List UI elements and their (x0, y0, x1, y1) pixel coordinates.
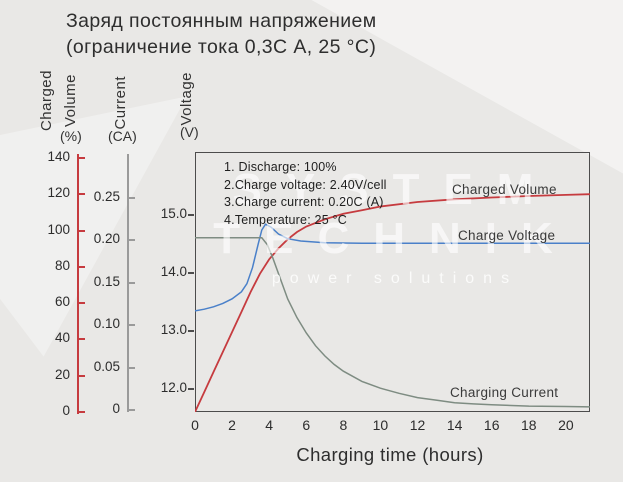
current-axis-tick-label: 0.15 (93, 273, 120, 289)
charged-volume-axis-tick-mark (79, 229, 85, 232)
x-axis-tick-label: 8 (339, 417, 348, 433)
x-axis-tick-label: 14 (446, 417, 463, 433)
charged-volume-axis-tick-label: 40 (54, 330, 70, 346)
chart-title: Заряд постоянным напряжением (ограничени… (66, 8, 377, 60)
charged-volume-axis-tick-label: 0 (62, 403, 70, 418)
x-axis-tick-label: 6 (302, 417, 311, 433)
curve-charged-volume (195, 193, 590, 412)
charged-volume-axis-tick-mark (79, 265, 85, 268)
curve-label-charged-volume: Charged Volume (452, 182, 557, 197)
charged-volume-axis-tick-label: 120 (47, 185, 70, 201)
curve-charging-current (195, 237, 590, 408)
x-axis-tick-label: 12 (409, 417, 426, 433)
voltage-axis-tick-mark (188, 330, 194, 332)
current-axis-tick-mark (129, 197, 135, 199)
x-axis-tick-label: 16 (483, 417, 500, 433)
current-axis-tick-mark (129, 409, 135, 411)
voltage-axis-tick-mark (188, 214, 194, 216)
chart-title-line1: Заряд постоянным напряжением (66, 10, 377, 32)
annotation-line-1: 1. Discharge: 100% (224, 160, 337, 174)
charged-volume-axis-tick-mark (79, 157, 85, 159)
annotation-line-2: 2.Charge voltage: 2.40V/cell (224, 177, 387, 192)
y-axis-title-volume: Volume (62, 74, 79, 128)
charged-volume-axis-tick-mark (79, 374, 85, 377)
x-axis-tick-label: 0 (191, 417, 199, 433)
charged-volume-axis-tick-mark (79, 193, 85, 196)
charged-volume-axis-tick-mark (79, 338, 85, 341)
y-axis-title-charged: Charged (38, 70, 55, 132)
y-axis-unit-v: (V) (180, 124, 199, 140)
current-axis-tick-mark (129, 281, 135, 284)
voltage-axis-tick-label: 15.0 (160, 206, 187, 221)
voltage-axis-tick-label: 13.0 (160, 322, 187, 337)
chart-annotation: 1. Discharge: 100% 2.Charge voltage: 2.4… (224, 159, 387, 229)
voltage-axis-tick-mark (188, 272, 194, 274)
charged-volume-axis-tick-mark (79, 411, 85, 413)
voltage-axis-tick-label: 12.0 (160, 380, 187, 395)
y-axis-title-current: Current (112, 76, 129, 130)
charged-volume-axis-tick-label: 80 (54, 257, 70, 273)
curve-label-charging-current: Charging Current (450, 385, 559, 400)
y-axis-unit-percent: (%) (60, 128, 82, 144)
current-axis-tick-label: 0 (112, 401, 120, 416)
curves-canvas (195, 193, 590, 412)
plot-area (195, 152, 590, 412)
current-axis-tick-label: 0.25 (93, 189, 120, 204)
current-axis-tick-label: 0.20 (93, 231, 120, 247)
annotation-line-3: 3.Charge current: 0.20C (A) (224, 195, 384, 209)
charged-volume-axis-tick-label: 140 (47, 149, 70, 164)
current-axis-tick-label: 0.10 (93, 316, 120, 332)
charged-volume-axis-tick-label: 20 (54, 366, 70, 382)
y-axis-unit-ca: (CA) (108, 128, 137, 144)
current-axis-tick-mark (129, 366, 135, 369)
curve-label-charge-voltage: Charge Voltage (458, 228, 556, 243)
current-axis-tick-mark (129, 324, 135, 327)
charged-volume-axis-tick-label: 100 (47, 221, 70, 237)
current-axis-tick-label: 0.05 (93, 358, 120, 374)
current-axis-tick-mark (129, 239, 135, 242)
x-axis-tick-label: 20 (558, 417, 574, 433)
x-axis-tick-label: 18 (521, 417, 537, 433)
annotation-line-4: 4.Temperature: 25 °C (224, 212, 347, 227)
current-axis-line (127, 154, 129, 412)
charged-volume-axis-tick-label: 60 (54, 294, 70, 310)
voltage-axis-tick-label: 14.0 (160, 264, 187, 279)
x-axis-tick-label: 2 (228, 417, 236, 433)
x-axis-tick-label: 10 (372, 417, 389, 433)
y-axis-title-voltage: Voltage (178, 72, 195, 126)
x-axis-tick-label: 4 (265, 417, 274, 433)
x-axis-title: Charging time (hours) (296, 444, 484, 465)
chart-title-line2: (ограничение тока 0,3С А, 25 °C) (66, 36, 377, 59)
charged-volume-axis-line (77, 154, 79, 414)
voltage-axis-tick-mark (188, 388, 194, 390)
charged-volume-axis-tick-mark (79, 302, 85, 305)
